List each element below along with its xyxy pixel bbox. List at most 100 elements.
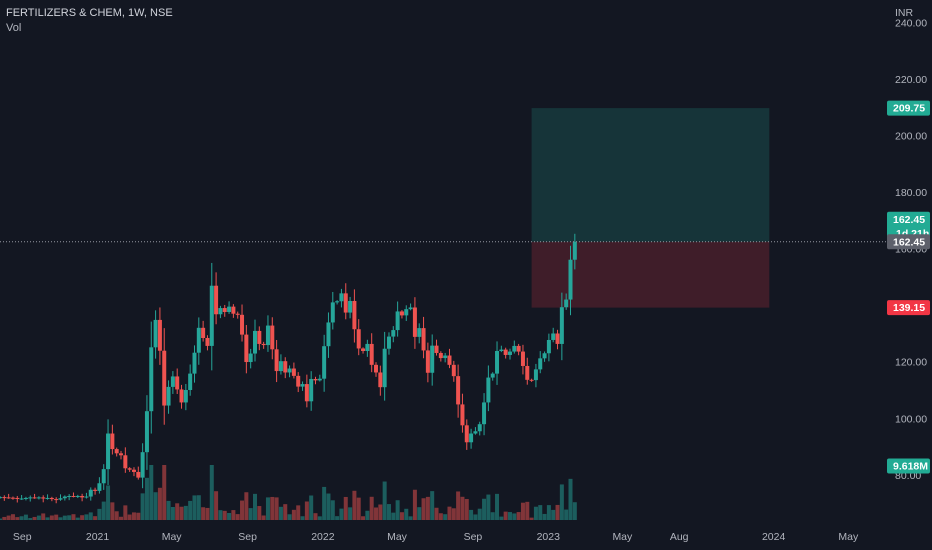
volume-bar (170, 506, 175, 520)
volume-bar (438, 513, 443, 520)
x-tick-label: 2021 (86, 531, 110, 543)
candle-body (322, 346, 327, 379)
volume-bar (67, 515, 72, 520)
volume-bar (395, 500, 400, 520)
time-axis[interactable]: Sep 2021 May Sep 2022 May Sep 2023 May Aug 2024 May (0, 523, 932, 550)
volume-bar (542, 513, 547, 520)
candle-body (451, 364, 456, 377)
candle-body (71, 495, 76, 497)
y-tick-label: 120.00 (895, 357, 927, 369)
volume-bar (183, 505, 188, 520)
candle-body (257, 330, 262, 344)
candle-body (88, 489, 93, 497)
candle-body (395, 311, 400, 331)
candle-body (49, 497, 54, 500)
volume-bar (391, 512, 396, 520)
candle-body (568, 259, 573, 300)
candle-body (188, 373, 193, 390)
candle-body (309, 378, 314, 402)
volume-bar (572, 502, 577, 520)
volume-bar (136, 512, 141, 520)
volume-bar (235, 514, 240, 520)
candle-body (503, 349, 508, 355)
candle-body (201, 327, 206, 338)
volume-bar (110, 502, 115, 520)
volume-bar (386, 504, 391, 520)
candle-body (378, 372, 383, 388)
volume-bar (477, 508, 482, 520)
target-price-tag-bg (887, 100, 930, 116)
candle-body (473, 431, 478, 434)
candle-body (123, 455, 128, 469)
volume-bar (317, 516, 322, 520)
candle-body (408, 307, 413, 310)
volume-bar (188, 500, 193, 520)
candle-body (127, 468, 132, 470)
candle-body (110, 433, 115, 450)
volume-bar (36, 515, 41, 520)
volume-bar (512, 513, 517, 520)
volume-bar (456, 491, 461, 520)
volume-bar (352, 490, 357, 520)
volume-bar (222, 510, 227, 520)
volume-bar (6, 515, 11, 520)
candle-body (119, 453, 124, 456)
volume-bar (140, 493, 145, 520)
volume-bar (447, 506, 452, 520)
candle-body (469, 433, 474, 443)
volume-bar (564, 509, 569, 520)
volume-bar (304, 501, 309, 520)
x-tick-label: May (162, 531, 183, 543)
volume-bar (54, 514, 59, 520)
volume-bar (265, 497, 270, 520)
candle-body (93, 489, 98, 491)
candle-body (97, 483, 102, 491)
volume-bar (175, 503, 180, 520)
candle-body (529, 379, 534, 381)
candle-body (67, 495, 72, 497)
volume-bar (80, 515, 85, 520)
candle-body (136, 471, 141, 478)
volume-bar (555, 504, 560, 520)
volume-bars (0, 465, 577, 520)
volume-bar (533, 506, 538, 520)
x-tick-label: May (838, 531, 859, 543)
position-loss-zone[interactable] (531, 241, 770, 308)
candle-body (265, 325, 270, 346)
candle-body (330, 302, 335, 323)
candle-body (352, 300, 357, 330)
candle-body (248, 353, 253, 363)
volume-bar (23, 514, 28, 520)
volume-bar (97, 508, 102, 520)
candle-body (84, 496, 89, 498)
volume-bar (330, 500, 335, 520)
candle-body (369, 343, 374, 365)
volume-bar (356, 497, 361, 520)
candle-body (339, 293, 344, 302)
volume-bar (313, 513, 318, 520)
volume-bar (192, 495, 197, 520)
candle-body (291, 368, 296, 376)
candle-body (313, 378, 318, 381)
volume-bar (296, 505, 301, 520)
candle-body (356, 329, 361, 349)
volume-bar (451, 508, 456, 520)
candle-body (283, 361, 288, 373)
chart-legend: FERTILIZERS & CHEM, 1W, NSE Vol (6, 6, 173, 36)
candle-body (555, 333, 560, 344)
candle-body (231, 306, 236, 314)
candle-body (546, 339, 551, 354)
candle-body (45, 497, 50, 499)
candle-body (287, 368, 292, 373)
y-tick-label: 100.00 (895, 413, 927, 425)
volume-bar (287, 514, 292, 520)
position-profit-zone[interactable] (531, 108, 770, 242)
volume-bar (425, 496, 430, 520)
crosshair-price-tag-bg (887, 234, 930, 250)
symbol-title[interactable]: FERTILIZERS & CHEM, 1W, NSE (6, 7, 173, 19)
volume-bar (412, 489, 417, 520)
candle-body (114, 449, 119, 454)
volume-tag: 9.618M (893, 461, 928, 473)
volume-bar (101, 501, 106, 520)
